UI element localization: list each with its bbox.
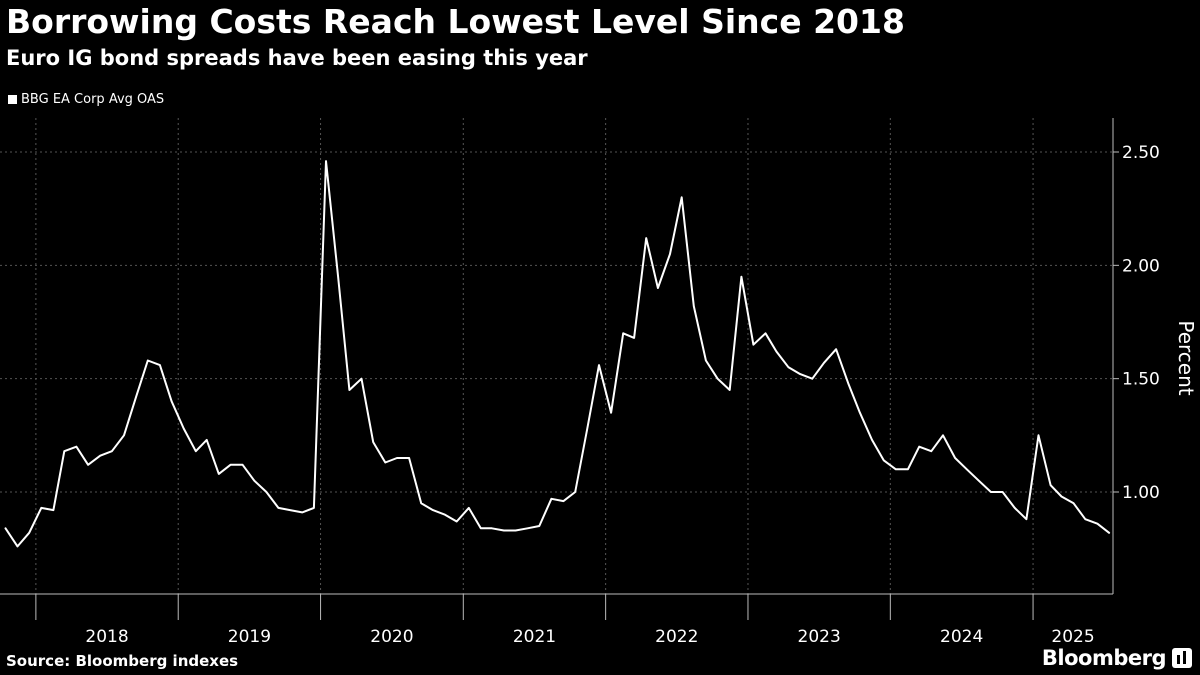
- y-tick-label: 1.50: [1122, 370, 1160, 390]
- series-line: [4, 160, 1111, 548]
- x-tick-label: 2023: [798, 627, 841, 647]
- legend: BBG EA Corp Avg OAS: [8, 92, 164, 107]
- legend-label: BBG EA Corp Avg OAS: [21, 92, 165, 107]
- y-tick-label: 1.00: [1122, 483, 1160, 503]
- x-tick-label: 2020: [370, 627, 413, 647]
- chart-title: Borrowing Costs Reach Lowest Level Since…: [6, 2, 905, 41]
- x-tick-label: 2019: [228, 627, 271, 647]
- x-tick-label: 2024: [940, 627, 983, 647]
- legend-swatch: [8, 95, 17, 104]
- x-tick-label: 2021: [513, 627, 556, 647]
- y-tick-label: 2.50: [1122, 143, 1160, 163]
- x-tick-label: 2018: [85, 627, 128, 647]
- source-note: Source: Bloomberg indexes: [6, 652, 239, 670]
- terminal-icon: [1172, 648, 1192, 668]
- chart-subtitle: Euro IG bond spreads have been easing th…: [6, 46, 588, 70]
- y-axis-label: Percent: [1174, 320, 1198, 395]
- x-tick-label: 2025: [1051, 627, 1094, 647]
- y-tick-label: 2.00: [1122, 256, 1160, 276]
- x-tick-label: 2022: [655, 627, 698, 647]
- brand-logo: Bloomberg: [1041, 646, 1167, 670]
